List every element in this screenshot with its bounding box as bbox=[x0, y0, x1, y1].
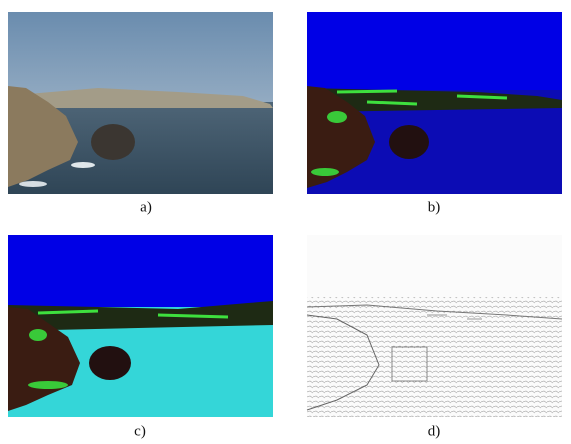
caption: b) bbox=[428, 199, 441, 215]
rock bbox=[91, 124, 135, 160]
rock bbox=[389, 125, 429, 159]
panel-c bbox=[8, 235, 273, 417]
sky bbox=[8, 235, 273, 307]
caption: a) bbox=[140, 199, 152, 215]
vegetation bbox=[29, 329, 47, 341]
vegetation bbox=[327, 111, 347, 123]
panel-a bbox=[8, 12, 273, 194]
foam bbox=[19, 181, 47, 187]
caption: c) bbox=[134, 423, 146, 439]
panel-d bbox=[307, 235, 562, 417]
caption: d) bbox=[428, 423, 441, 439]
figure: a) b) c) d) bbox=[0, 0, 571, 444]
sky bbox=[307, 12, 562, 90]
vegetation bbox=[28, 381, 68, 389]
panel-b bbox=[307, 12, 562, 194]
foam bbox=[71, 162, 95, 168]
vegetation bbox=[311, 168, 339, 176]
rock bbox=[89, 346, 131, 380]
